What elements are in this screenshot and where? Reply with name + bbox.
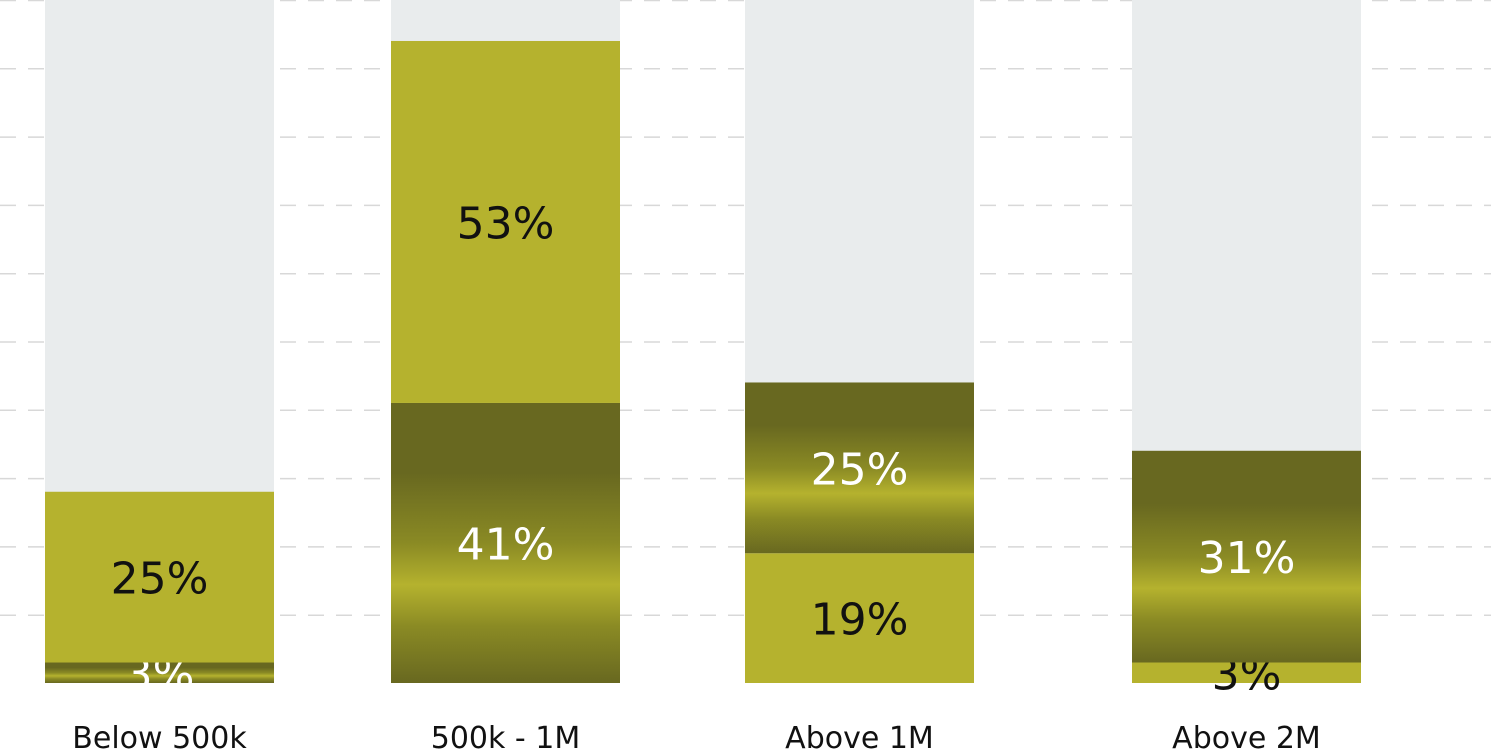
bar-segment — [1132, 450, 1361, 663]
bar-segment — [391, 40, 620, 403]
bar-segment — [1132, 662, 1361, 683]
data-label: 19% — [811, 595, 909, 646]
bar-segment — [745, 382, 974, 554]
bar-segment — [45, 662, 274, 683]
data-label: 25% — [111, 554, 209, 605]
data-label: 41% — [457, 519, 555, 570]
category-label: Above 1M — [785, 721, 934, 750]
bar-segment — [745, 553, 974, 683]
category-label: Above 2M — [1172, 721, 1321, 750]
bar-segment — [45, 491, 274, 663]
data-label: 53% — [457, 198, 555, 249]
bar-segment — [391, 402, 620, 683]
category-labels: Below 500k 500k - 1M Above 1M Above 2M — [72, 721, 1321, 750]
data-label: 25% — [811, 444, 909, 495]
category-label: 500k - 1M — [431, 721, 581, 750]
data-label: 31% — [1198, 533, 1296, 584]
bars: 3%25%41%53%19%25%3%31% — [45, 0, 1361, 700]
category-label: Below 500k — [72, 721, 247, 750]
